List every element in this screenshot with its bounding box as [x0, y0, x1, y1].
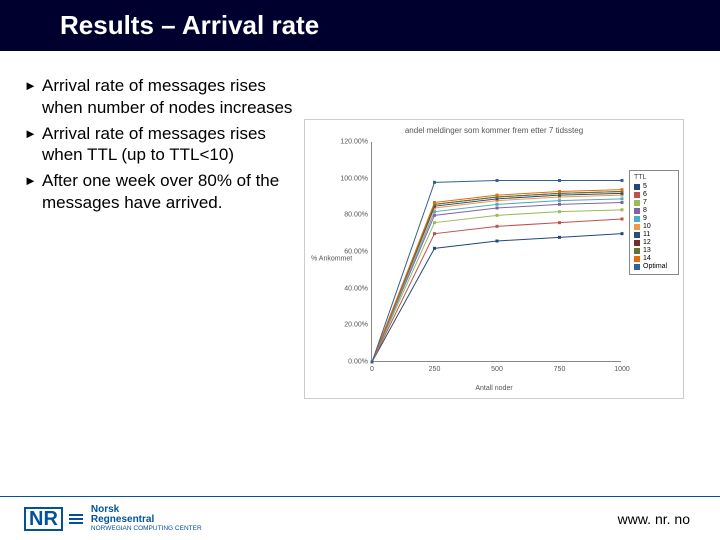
legend-label: 13: [643, 247, 651, 254]
legend-label: 8: [643, 207, 647, 214]
logo-mark: NR: [24, 507, 63, 531]
legend-label: 11: [643, 231, 650, 238]
legend-swatch: [634, 256, 640, 262]
nr-logo: NR Norsk Regnesentral NORWEGIAN COMPUTIN…: [24, 505, 202, 533]
legend-item: 14: [634, 255, 674, 262]
chart-ylabel: % Ankommet: [311, 256, 352, 263]
chart-ytick: 20.00%: [328, 322, 368, 329]
chart-ytick: 0.00%: [328, 359, 368, 366]
legend-swatch: [634, 240, 640, 246]
chart-ytick: 40.00%: [328, 285, 368, 292]
chart-container: andel meldinger som kommer frem etter 7 …: [304, 75, 702, 399]
chart-ytick: 60.00%: [328, 249, 368, 256]
legend-label: Optimal: [643, 263, 667, 270]
chart-ytick: 100.00%: [328, 175, 368, 182]
slide-title-bar: Results – Arrival rate: [0, 0, 720, 51]
chart-legend: TTL 567891011121314Optimal: [629, 170, 679, 275]
bullet-item: ►Arrival rate of messages rises when TTL…: [24, 123, 304, 167]
legend-item: 7: [634, 199, 674, 206]
legend-item: Optimal: [634, 263, 674, 270]
logo-text: Norsk Regnesentral NORWEGIAN COMPUTING C…: [91, 505, 202, 533]
bullet-text: After one week over 80% of the messages …: [42, 170, 304, 214]
legend-swatch: [634, 248, 640, 254]
legend-label: 9: [643, 215, 647, 222]
chart-xlabel: Antall noder: [305, 385, 683, 392]
legend-swatch: [634, 232, 640, 238]
legend-item: 13: [634, 247, 674, 254]
chart-plot: 0.00%20.00%40.00%60.00%80.00%100.00%120.…: [371, 142, 621, 362]
legend-item: 10: [634, 223, 674, 230]
legend-swatch: [634, 264, 640, 270]
logo-lines-icon: [69, 514, 83, 524]
bullet-text: Arrival rate of messages rises when numb…: [42, 75, 304, 119]
bullet-arrow-icon: ►: [24, 170, 42, 214]
footer-url: www. nr. no: [618, 511, 690, 527]
legend-swatch: [634, 200, 640, 206]
legend-item: 11: [634, 231, 674, 238]
chart-ytick: 80.00%: [328, 212, 368, 219]
footer: NR Norsk Regnesentral NORWEGIAN COMPUTIN…: [0, 496, 720, 540]
legend-swatch: [634, 208, 640, 214]
chart-xtick: 500: [491, 366, 503, 373]
legend-label: 6: [643, 191, 647, 198]
legend-item: 6: [634, 191, 674, 198]
bullet-text: Arrival rate of messages rises when TTL …: [42, 123, 304, 167]
chart-svg: [372, 142, 622, 362]
chart-ytick: 120.00%: [328, 139, 368, 146]
bullet-item: ►Arrival rate of messages rises when num…: [24, 75, 304, 119]
content-area: ►Arrival rate of messages rises when num…: [0, 51, 720, 399]
legend-item: 9: [634, 215, 674, 222]
bullet-arrow-icon: ►: [24, 123, 42, 167]
legend-item: 8: [634, 207, 674, 214]
legend-item: 12: [634, 239, 674, 246]
legend-swatch: [634, 192, 640, 198]
bullet-item: ►After one week over 80% of the messages…: [24, 170, 304, 214]
legend-title: TTL: [634, 174, 674, 181]
bullet-arrow-icon: ►: [24, 75, 42, 119]
bullet-list: ►Arrival rate of messages rises when num…: [24, 75, 304, 399]
legend-label: 12: [643, 239, 651, 246]
legend-label: 5: [643, 183, 647, 190]
legend-label: 14: [643, 255, 651, 262]
chart-title: andel meldinger som kommer frem etter 7 …: [305, 126, 683, 135]
legend-swatch: [634, 216, 640, 222]
legend-swatch: [634, 224, 640, 230]
legend-swatch: [634, 184, 640, 190]
legend-item: 5: [634, 183, 674, 190]
arrival-rate-chart: andel meldinger som kommer frem etter 7 …: [304, 119, 684, 399]
slide-title: Results – Arrival rate: [60, 10, 319, 40]
legend-label: 10: [643, 223, 651, 230]
chart-xtick: 750: [554, 366, 566, 373]
chart-xtick: 250: [429, 366, 441, 373]
chart-xtick: 0: [370, 366, 374, 373]
chart-xtick: 1000: [614, 366, 630, 373]
legend-label: 7: [643, 199, 647, 206]
